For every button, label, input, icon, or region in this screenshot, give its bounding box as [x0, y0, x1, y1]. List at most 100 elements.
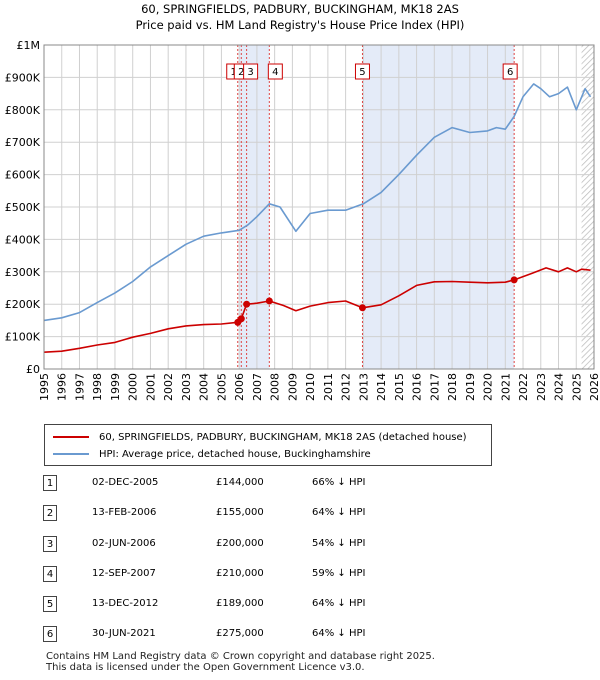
sale-hpi-diff: 54% ↓ HPI [312, 538, 366, 549]
x-tick-label: 2001 [144, 373, 157, 401]
sale-number: 6 [43, 626, 57, 642]
sale-row: 3 02-JUN-2006 £200,000 54% ↓ HPI [0, 536, 600, 556]
x-tick-label: 2005 [215, 373, 228, 401]
x-tick-label: 2012 [340, 373, 353, 401]
sale-price: £189,000 [216, 598, 264, 609]
legend: 60, SPRINGFIELDS, PADBURY, BUCKINGHAM, M… [44, 424, 492, 466]
x-tick-label: 2009 [286, 373, 299, 401]
x-tick-label: 2010 [304, 373, 317, 401]
sale-number-box [502, 63, 518, 80]
x-tick-label: 2017 [428, 373, 441, 401]
sale-price: £200,000 [216, 538, 264, 549]
sale-row: 2 13-FEB-2006 £155,000 64% ↓ HPI [0, 505, 600, 525]
sale-number-label: 3 [247, 67, 253, 78]
sale-row: 4 12-SEP-2007 £210,000 59% ↓ HPI [0, 566, 600, 586]
x-tick-label: 2026 [588, 373, 600, 401]
x-tick-label: 2000 [127, 373, 140, 401]
sale-row: 6 30-JUN-2021 £275,000 64% ↓ HPI [0, 626, 600, 646]
x-tick-label: 2025 [570, 373, 583, 401]
property-price-line [43, 267, 591, 353]
sale-number-box [267, 63, 283, 80]
sale-number-label: 2 [238, 67, 244, 78]
sale-number-label: 5 [359, 67, 365, 78]
sale-row: 5 13-DEC-2012 £189,000 64% ↓ HPI [0, 596, 600, 616]
sale-number: 5 [43, 596, 57, 612]
x-tick-label: 2013 [357, 373, 370, 401]
legend-item-hpi: HPI: Average price, detached house, Buck… [53, 446, 371, 462]
sale-hpi-diff: 66% ↓ HPI [312, 477, 366, 488]
sale-point [510, 276, 518, 284]
x-tick-label: 1999 [109, 373, 122, 401]
legend-label-property: 60, SPRINGFIELDS, PADBURY, BUCKINGHAM, M… [99, 431, 467, 443]
sale-hpi-diff: 64% ↓ HPI [312, 507, 366, 518]
sale-number-label: 1 [231, 67, 237, 78]
x-tick-label: 1997 [73, 373, 86, 401]
y-tick-label: £500K [5, 201, 41, 214]
sale-number-label: 4 [272, 67, 278, 78]
footer-copyright: Contains HM Land Registry data © Crown c… [46, 651, 435, 662]
sale-number: 2 [43, 505, 57, 521]
legend-swatch-hpi [53, 453, 89, 455]
sale-number-box [243, 63, 259, 80]
y-tick-label: £300K [5, 266, 41, 279]
sale-number-box [354, 63, 370, 80]
sale-date: 02-DEC-2005 [92, 477, 159, 488]
sale-hpi-diff: 64% ↓ HPI [312, 628, 366, 639]
x-tick-label: 2004 [198, 373, 211, 401]
plot-border [43, 44, 595, 370]
x-tick-label: 2003 [180, 373, 193, 401]
x-tick-label: 2014 [375, 373, 388, 401]
y-tick-label: £200K [5, 298, 41, 311]
y-tick-label: £600K [5, 169, 41, 182]
sale-date: 02-JUN-2006 [92, 538, 156, 549]
legend-label-hpi: HPI: Average price, detached house, Buck… [99, 448, 371, 460]
sale-number-label: 6 [507, 67, 513, 78]
sale-point [243, 300, 251, 308]
chart-title: 60, SPRINGFIELDS, PADBURY, BUCKINGHAM, M… [141, 2, 459, 16]
sale-number: 1 [43, 475, 57, 491]
sale-point [237, 315, 245, 323]
x-tick-label: 2016 [411, 373, 424, 401]
x-tick-label: 2023 [535, 373, 548, 401]
legend-swatch-property [53, 436, 89, 438]
sale-price: £275,000 [216, 628, 264, 639]
sale-hpi-diff: 64% ↓ HPI [312, 598, 366, 609]
chart: 60, SPRINGFIELDS, PADBURY, BUCKINGHAM, M… [5, 2, 600, 401]
x-tick-label: 2024 [553, 373, 566, 401]
x-tick-label: 2015 [393, 373, 406, 401]
legend-item-property: 60, SPRINGFIELDS, PADBURY, BUCKINGHAM, M… [53, 429, 467, 445]
sale-point [265, 297, 273, 305]
x-tick-label: 2006 [233, 373, 246, 401]
y-tick-label: £700K [5, 136, 41, 149]
y-tick-label: £100K [5, 331, 41, 344]
sale-number: 3 [43, 536, 57, 552]
x-tick-label: 2007 [251, 373, 264, 401]
sale-row: 1 02-DEC-2005 £144,000 66% ↓ HPI [0, 475, 600, 495]
hpi-line [43, 83, 592, 322]
chart-subtitle: Price paid vs. HM Land Registry's House … [136, 18, 465, 32]
x-tick-label: 2021 [499, 373, 512, 401]
sale-date: 30-JUN-2021 [92, 628, 156, 639]
y-tick-label: £400K [5, 233, 41, 246]
x-tick-label: 2019 [464, 373, 477, 401]
x-tick-label: 1995 [38, 373, 51, 401]
x-tick-label: 2018 [446, 373, 459, 401]
sale-date: 13-FEB-2006 [92, 507, 157, 518]
footer-license: This data is licensed under the Open Gov… [46, 662, 365, 673]
sale-number: 4 [43, 566, 57, 582]
x-tick-label: 2002 [162, 373, 175, 401]
x-tick-label: 1996 [56, 373, 69, 401]
y-tick-label: £1M [17, 39, 41, 52]
sale-date: 12-SEP-2007 [92, 568, 156, 579]
y-tick-label: £900K [5, 71, 41, 84]
sale-price: £155,000 [216, 507, 264, 518]
x-tick-label: 2011 [322, 373, 335, 401]
sale-hpi-diff: 59% ↓ HPI [312, 568, 366, 579]
x-tick-label: 2020 [482, 373, 495, 401]
sale-price: £144,000 [216, 477, 264, 488]
y-tick-label: £800K [5, 104, 41, 117]
x-tick-label: 2022 [517, 373, 530, 401]
x-tick-label: 2008 [269, 373, 282, 401]
footer: Contains HM Land Registry data © Crown c… [46, 651, 435, 673]
sale-date: 13-DEC-2012 [92, 598, 159, 609]
